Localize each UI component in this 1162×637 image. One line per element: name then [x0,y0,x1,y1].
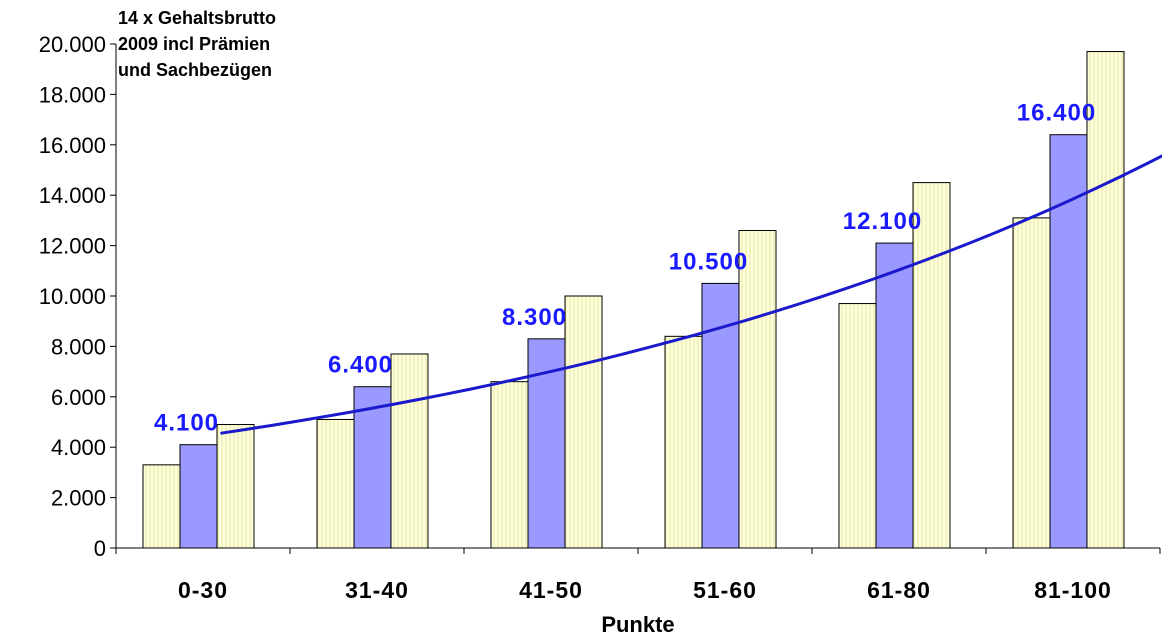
plot-area [110,43,1162,554]
bar-0-30-series-3 [216,424,255,549]
bar-51-60-series-3 [738,229,777,549]
x-tick-label: 61-80 [867,577,931,603]
bar-31-40-series-1 [316,418,355,549]
y-tick-label: 6.000 [51,385,106,410]
chart-title-line: 2009 incl Prämien [118,34,270,54]
bar-51-60-series-1 [664,335,703,549]
y-tick-label: 0 [94,536,106,561]
y-tick-label: 14.000 [39,183,106,208]
y-tick-label: 20.000 [39,32,106,57]
data-label: 6.400 [328,352,393,379]
data-label: 12.100 [843,208,922,235]
data-label: 8.300 [502,304,567,331]
data-label: 4.100 [154,410,219,437]
bar-61-80-series-1 [838,303,877,549]
bar-61-80-series-2 [875,242,914,549]
x-tick-label: 41-50 [519,577,583,603]
bar-0-30-series-1 [142,464,181,549]
bar-31-40-series-3 [390,353,429,549]
y-tick-label: 2.000 [51,486,106,511]
y-tick-label: 8.000 [51,334,106,359]
y-tick-label: 12.000 [39,234,106,259]
bar-41-50-series-1 [490,381,529,549]
x-tick-label: 51-60 [693,577,757,603]
bar-61-80-series-3 [912,182,951,549]
bar-41-50-series-3 [564,295,603,549]
y-tick-label: 4.000 [51,435,106,460]
trendline [220,154,1162,435]
chart-title-line: 14 x Gehaltsbrutto [118,8,276,28]
bar-81-100-series-3 [1086,51,1125,549]
data-label: 10.500 [669,248,748,275]
bar-0-30-series-2 [179,444,218,549]
chart-labels: 0 2.000 4.000 6.000 8.000 10.000 12.000 14.000 1… [39,8,1112,637]
chart-title-line: und Sachbezügen [118,60,272,80]
data-label: 16.400 [1017,100,1096,127]
bar-31-40-series-2 [353,386,392,549]
x-tick-label: 31-40 [345,577,409,603]
x-tick-label: 0-30 [178,577,228,603]
bar-81-100-series-2 [1049,134,1088,549]
bar-81-100-series-1 [1012,217,1051,549]
y-tick-label: 10.000 [39,284,106,309]
y-tick-label: 18.000 [39,82,106,107]
y-tick-label: 16.000 [39,133,106,158]
x-axis-label: Punkte [601,612,674,637]
x-tick-label: 81-100 [1034,577,1112,603]
